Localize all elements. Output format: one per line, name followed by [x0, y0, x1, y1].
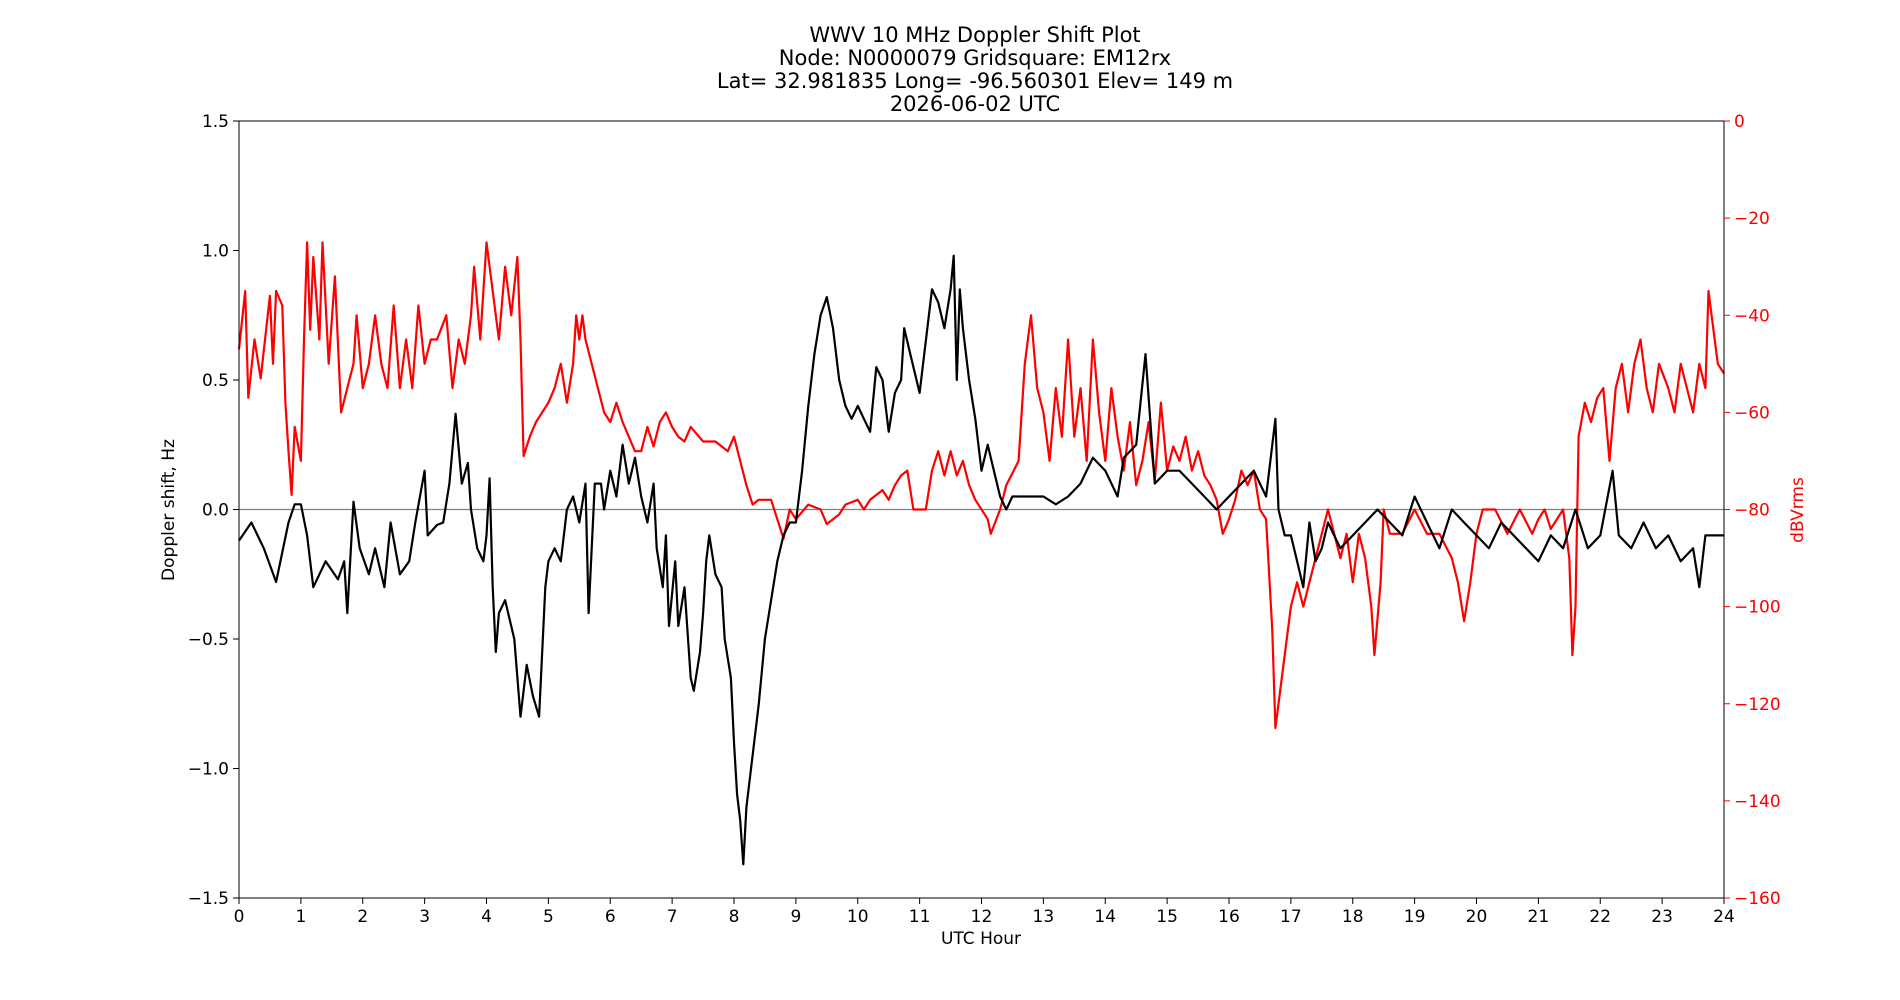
- x-tick-label: 23: [1651, 907, 1673, 927]
- title-line-2: Node: N0000079 Gridsquare: EM12rx: [779, 46, 1171, 70]
- y-right-tick-label: −60: [1734, 403, 1770, 423]
- x-tick-label: 21: [1528, 907, 1550, 927]
- x-tick-label: 11: [909, 907, 931, 927]
- x-tick-label: 0: [234, 907, 245, 927]
- x-tick-label: 3: [419, 907, 430, 927]
- y-axis-right-label: dBVrms: [1788, 477, 1808, 543]
- x-tick-label: 20: [1466, 907, 1488, 927]
- y-right-tick-label: −20: [1734, 209, 1770, 229]
- x-tick-label: 1: [295, 907, 306, 927]
- y-right-tick-label: −80: [1734, 501, 1770, 521]
- plot-content: [237, 241, 1725, 866]
- y-left-tick-label: −1.0: [188, 760, 229, 780]
- x-axis: 0 1 2 3 4 5 6 7 8 9 10 11 12 13 14 15 16 17 18 19 20 21 22 23 24: [234, 898, 1735, 927]
- x-tick-label: 7: [667, 907, 678, 927]
- x-tick-label: 2: [357, 907, 368, 927]
- x-tick-label: 18: [1342, 907, 1364, 927]
- y-axis-left: −1.5 −1.0 −0.5 0.0 0.5 1.0 1.5: [188, 112, 239, 909]
- x-tick-label: 13: [1033, 907, 1055, 927]
- x-tick-label: 24: [1713, 907, 1735, 927]
- title-line-4: 2026-06-02 UTC: [890, 92, 1060, 116]
- x-axis-label: UTC Hour: [941, 929, 1021, 949]
- y-right-tick-label: −160: [1734, 889, 1781, 909]
- y-axis-right: 0 −20 −40 −60 −80 −100 −120 −140 −160: [1724, 112, 1781, 909]
- x-tick-label: 5: [543, 907, 554, 927]
- x-tick-label: 14: [1094, 907, 1116, 927]
- y-right-tick-label: −140: [1734, 792, 1781, 812]
- series-line-power: [237, 241, 1725, 730]
- y-left-tick-label: 1.0: [202, 242, 229, 262]
- y-left-tick-label: −1.5: [188, 889, 229, 909]
- y-left-tick-label: 0.0: [202, 501, 229, 521]
- x-tick-label: 8: [729, 907, 740, 927]
- x-tick-label: 9: [790, 907, 801, 927]
- series-line-doppler: [238, 254, 1724, 866]
- x-tick-label: 17: [1280, 907, 1302, 927]
- y-axis-left-label: Doppler shift, Hz: [159, 439, 179, 581]
- x-tick-label: 22: [1589, 907, 1611, 927]
- x-tick-label: 12: [971, 907, 993, 927]
- y-left-tick-label: −0.5: [188, 630, 229, 650]
- x-tick-label: 16: [1218, 907, 1240, 927]
- title-line-1: WWV 10 MHz Doppler Shift Plot: [809, 23, 1140, 47]
- y-right-tick-label: −120: [1734, 695, 1781, 715]
- x-tick-label: 10: [847, 907, 869, 927]
- x-tick-label: 19: [1404, 907, 1426, 927]
- y-right-tick-label: −100: [1734, 598, 1781, 618]
- x-tick-label: 4: [481, 907, 492, 927]
- y-left-tick-label: 0.5: [202, 371, 229, 391]
- y-right-tick-label: 0: [1734, 112, 1745, 132]
- x-tick-label: 15: [1156, 907, 1178, 927]
- x-tick-label: 6: [605, 907, 616, 927]
- title-line-3: Lat= 32.981835 Long= -96.560301 Elev= 14…: [717, 69, 1233, 93]
- y-right-tick-label: −40: [1734, 306, 1770, 326]
- y-left-tick-label: 1.5: [202, 112, 229, 132]
